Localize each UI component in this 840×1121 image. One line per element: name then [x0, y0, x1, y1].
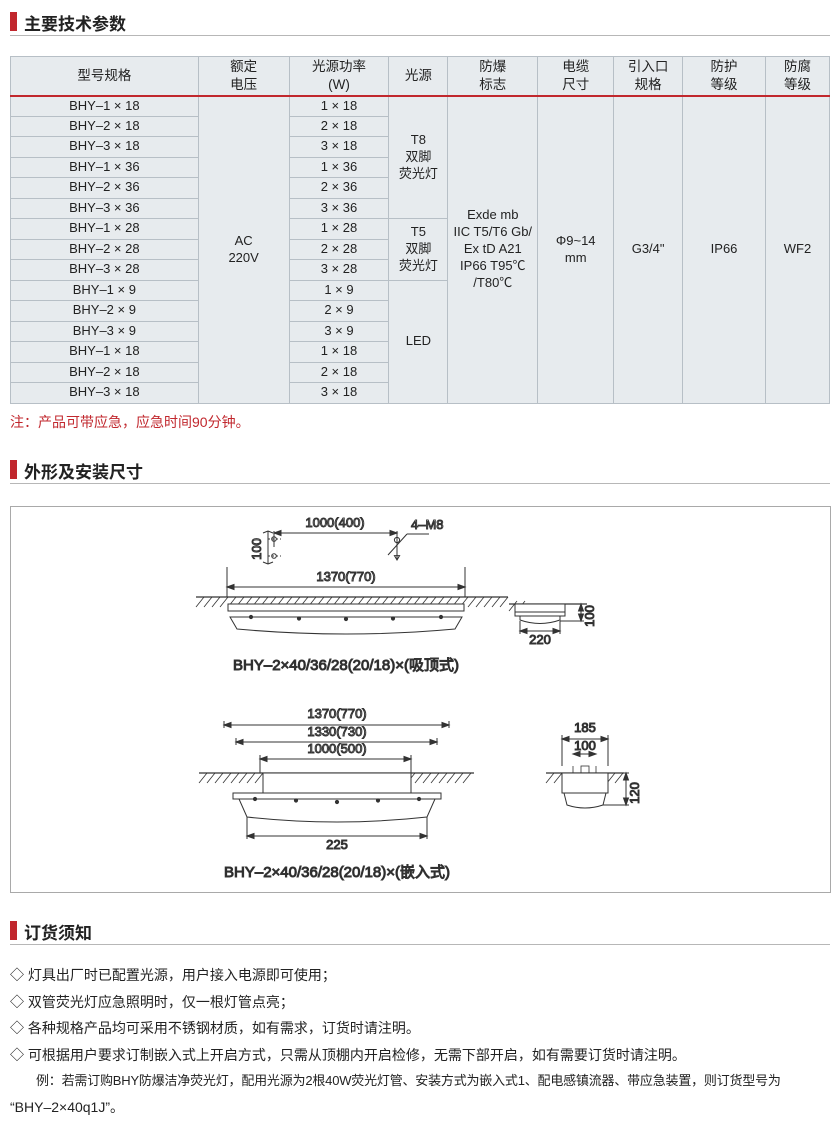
svg-text:100: 100	[574, 738, 596, 753]
svg-text:1000(500): 1000(500)	[307, 741, 366, 756]
svg-text:220: 220	[529, 632, 551, 647]
svg-text:1330(730): 1330(730)	[307, 724, 366, 739]
svg-text:1000(400): 1000(400)	[305, 515, 364, 530]
svg-text:120: 120	[627, 782, 642, 804]
svg-text:225: 225	[326, 837, 348, 852]
svg-text:100: 100	[249, 538, 264, 560]
svg-text:1370(770): 1370(770)	[307, 706, 366, 721]
svg-text:1370(770): 1370(770)	[316, 569, 375, 584]
svg-text:4–M8: 4–M8	[411, 517, 444, 532]
svg-text:BHY–2×40/36/28(20/18)×(吸顶式): BHY–2×40/36/28(20/18)×(吸顶式)	[233, 657, 459, 674]
svg-text:100: 100	[582, 605, 597, 627]
svg-text:BHY–2×40/36/28(20/18)×(嵌入式): BHY–2×40/36/28(20/18)×(嵌入式)	[224, 864, 450, 881]
svg-text:185: 185	[574, 720, 596, 735]
